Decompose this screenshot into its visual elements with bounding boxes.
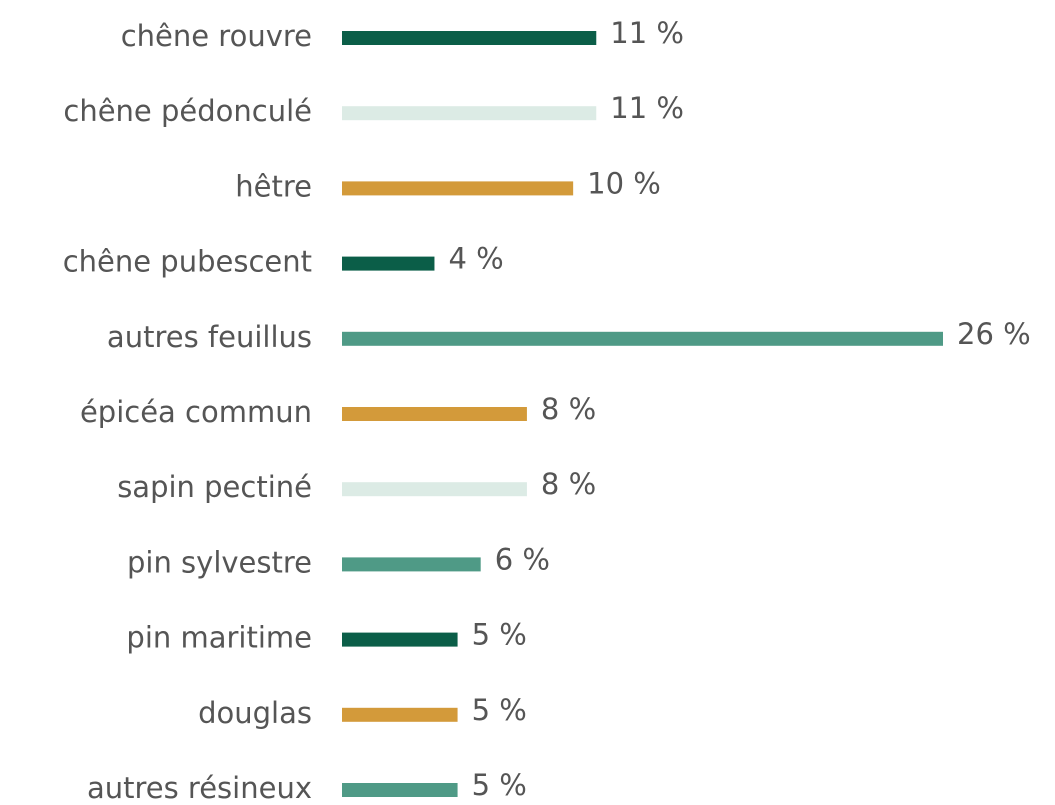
category-label: douglas: [198, 696, 312, 730]
bar: [342, 407, 527, 421]
category-label: chêne rouvre: [121, 19, 312, 53]
bar: [342, 632, 458, 647]
category-label: chêne pédonculé: [63, 94, 312, 128]
category-label: sapin pectiné: [117, 470, 312, 504]
value-label: 4 %: [448, 242, 503, 276]
value-label: 5 %: [472, 618, 527, 652]
value-label: 11 %: [610, 91, 684, 125]
value-label: 26 %: [957, 317, 1031, 351]
value-label: 8 %: [541, 467, 596, 501]
bar: [342, 256, 435, 271]
bar: [342, 31, 597, 45]
value-label: 6 %: [495, 542, 550, 576]
category-label: autres feuillus: [107, 320, 312, 354]
bar: [342, 557, 481, 572]
bar: [342, 106, 597, 121]
value-label: 10 %: [587, 166, 661, 200]
bar: [342, 181, 574, 196]
value-label: 8 %: [541, 392, 596, 426]
category-label: pin maritime: [126, 621, 312, 655]
category-label: chêne pubescent: [63, 245, 312, 279]
value-label: 11 %: [610, 16, 684, 50]
category-label: autres résineux: [87, 771, 312, 805]
value-label: 5 %: [472, 768, 527, 802]
bar: [342, 707, 458, 722]
value-label: 5 %: [472, 693, 527, 727]
bar: [342, 482, 527, 497]
bar: [342, 331, 943, 346]
category-label: pin sylvestre: [127, 545, 312, 579]
category-label: épicéa commun: [80, 395, 312, 429]
category-label: hêtre: [235, 169, 312, 203]
bar: [342, 783, 458, 797]
